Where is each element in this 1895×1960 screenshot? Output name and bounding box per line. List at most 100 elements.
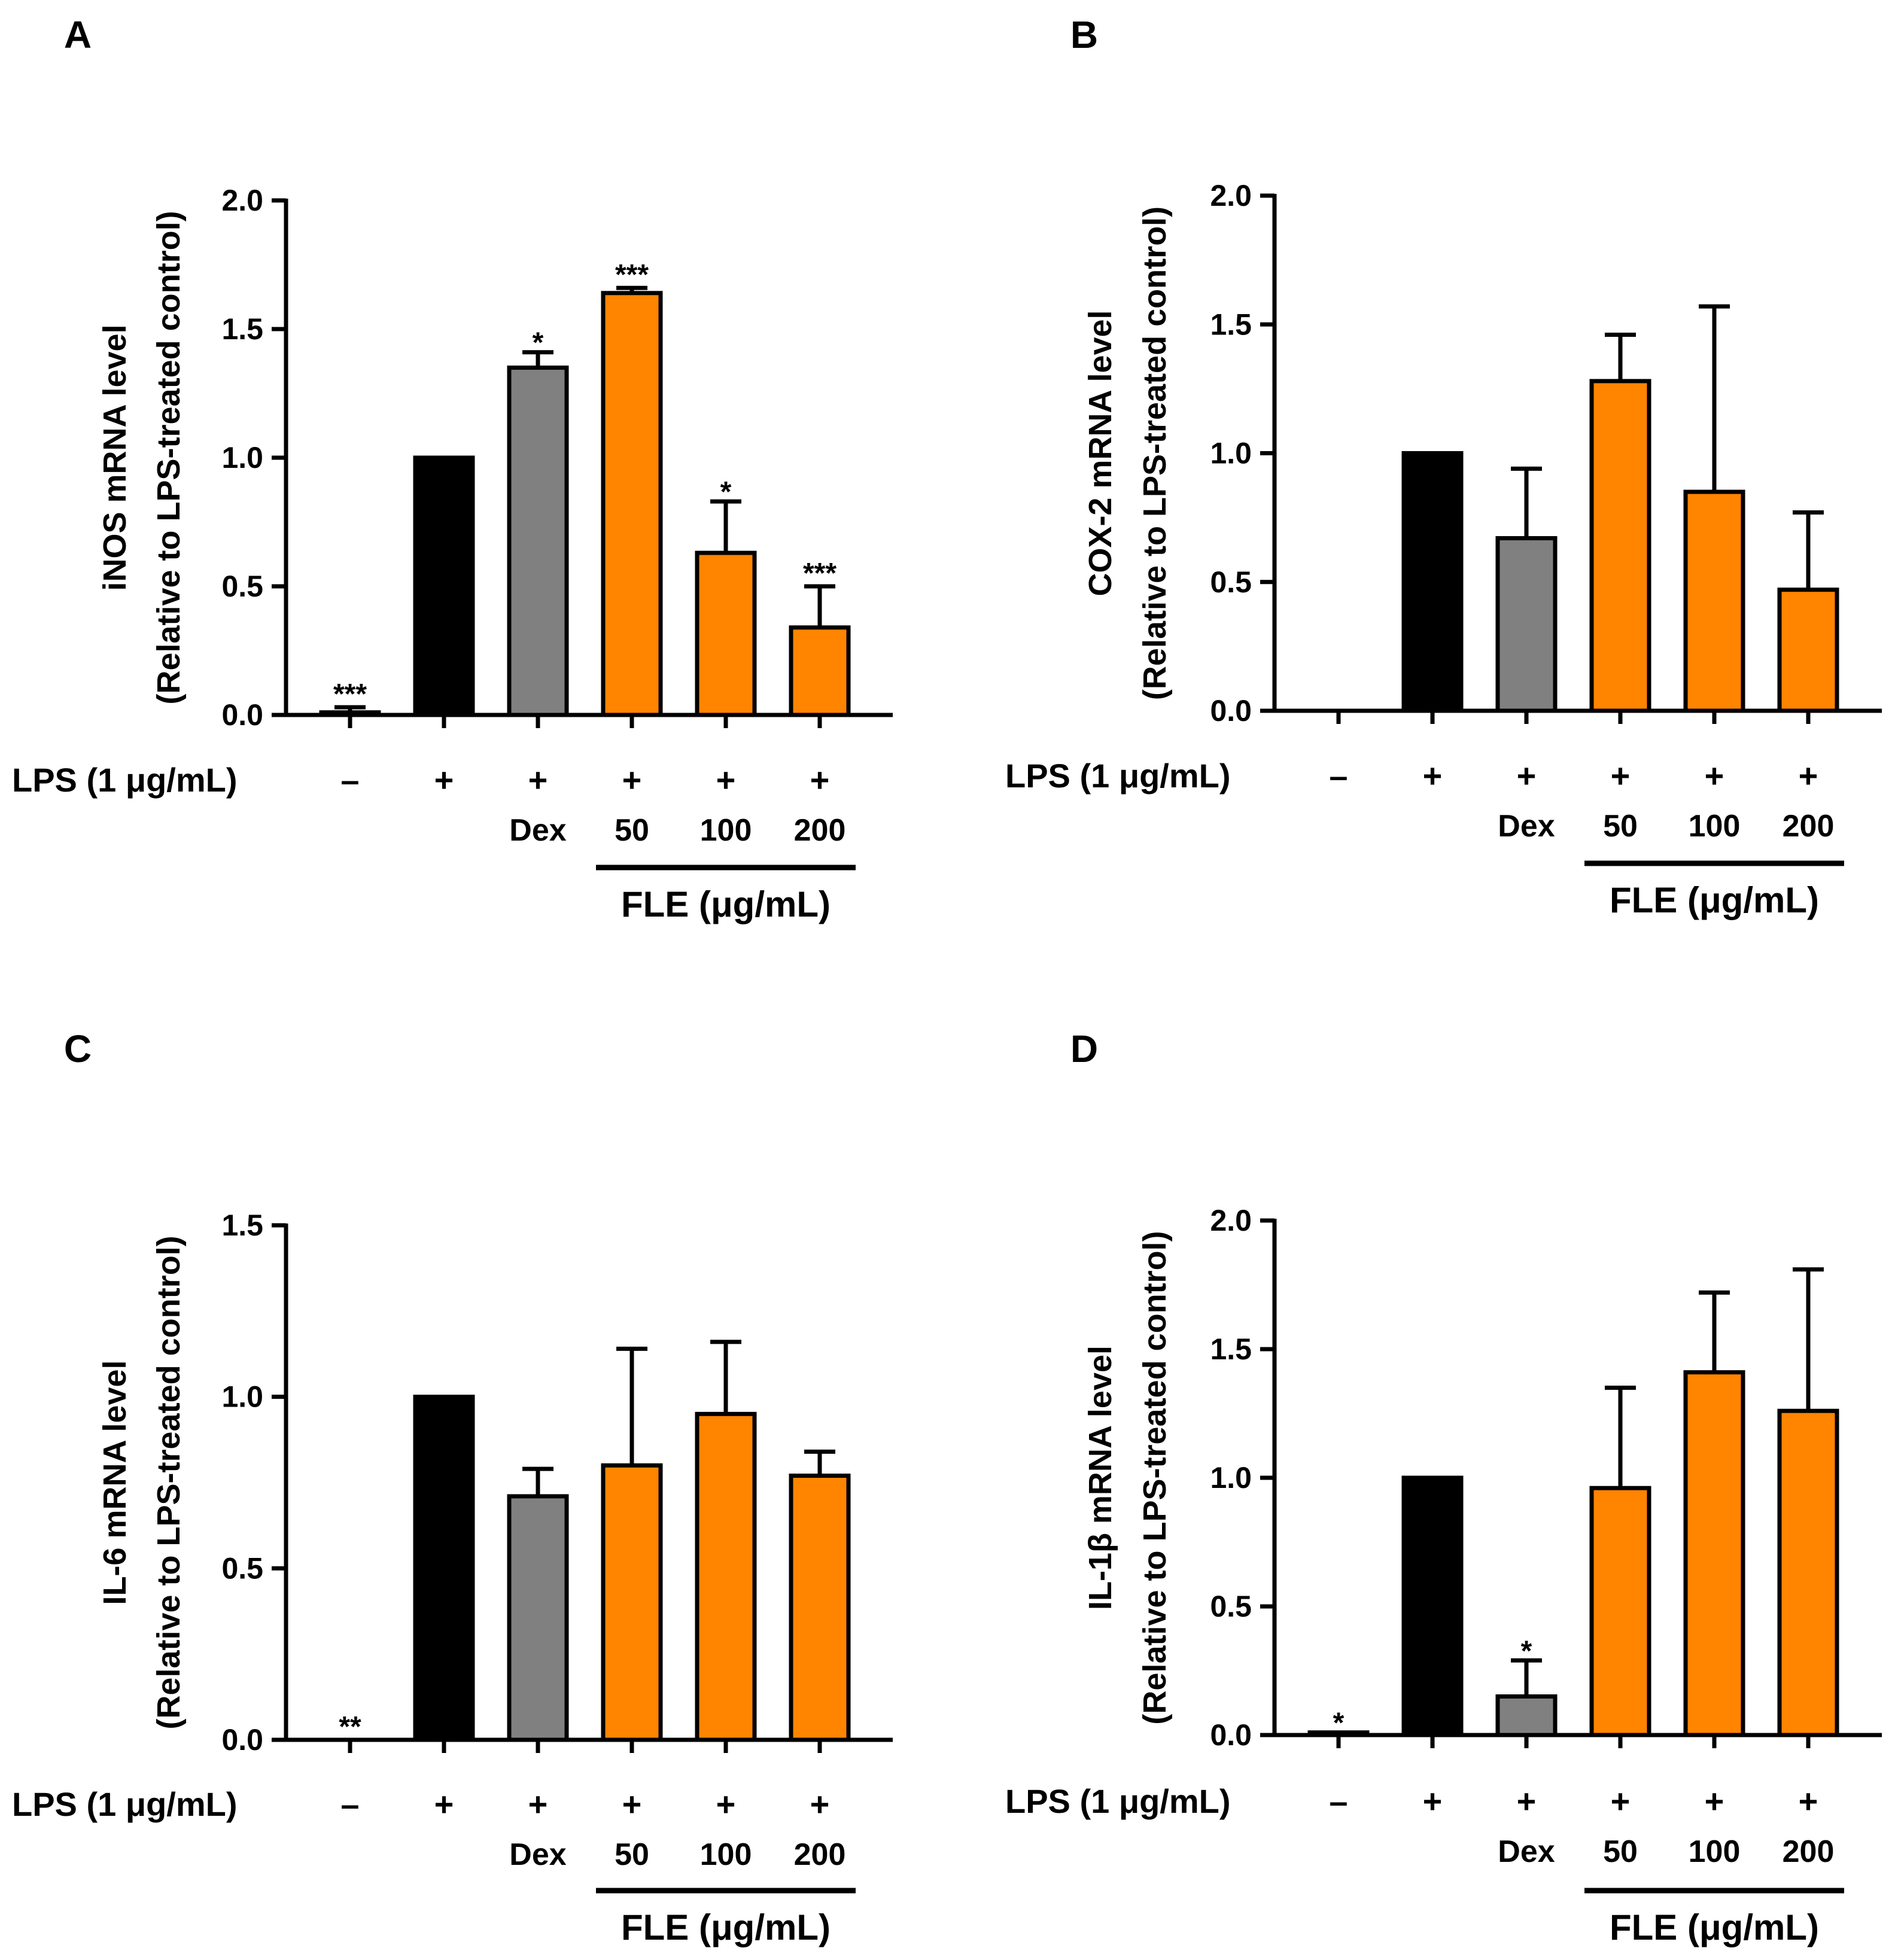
panel-a-lps-sign-1: +	[434, 761, 454, 799]
panel-d-bar-5	[1777, 1408, 1839, 1737]
panel-d-bar-3	[1589, 1486, 1651, 1737]
panel-c-lps-sign-5: +	[810, 1785, 830, 1823]
panel-c-bar-4	[695, 1411, 757, 1742]
panel-d-lps-sign-0: –	[1329, 1782, 1348, 1820]
panel-d-ylabel-line1: IL-1β mRNA level	[1082, 1346, 1118, 1610]
panel-d-lps-sign-2: +	[1517, 1782, 1537, 1820]
panel-a-bar-3	[601, 291, 663, 717]
panel-a-y-tick-label: 0.5	[221, 570, 263, 603]
panel-a-bar-1	[413, 455, 475, 717]
panel-d-y-tick-label: 2.0	[1210, 1204, 1252, 1237]
panel-a-y-tick-label: 1.0	[221, 441, 263, 474]
panel-d-fle-label: FLE (μg/mL)	[1610, 1907, 1819, 1947]
panel-d-group-label-4: 100	[1689, 1834, 1741, 1869]
panel-a-fle-label: FLE (μg/mL)	[621, 884, 831, 924]
panel-b-lps-sign-5: +	[1799, 757, 1818, 795]
panel-c-lps-sign-4: +	[716, 1785, 736, 1823]
panel-b-y-tick-label: 0.0	[1210, 694, 1252, 728]
panel-d-y-tick-label: 1.0	[1210, 1461, 1252, 1495]
panel-b-lps-sign-4: +	[1705, 757, 1724, 795]
panel-a-row-label: LPS (1 μg/mL)	[12, 761, 238, 799]
panel-a-significance-4: *	[720, 476, 732, 508]
panel-a-significance-0: ***	[333, 678, 367, 710]
panel-c-y-tick-label: 1.5	[221, 1209, 263, 1242]
panel-b-fle-label: FLE (μg/mL)	[1610, 880, 1819, 920]
panel-a-significance-5: ***	[803, 558, 837, 589]
panel-c-lps-sign-0: –	[340, 1785, 359, 1823]
panel-c-lps-sign-1: +	[434, 1785, 454, 1823]
panel-d-bar-4	[1683, 1370, 1745, 1737]
panel-c-group-label-5: 200	[794, 1837, 846, 1872]
panel-c-y-tick-label: 0.5	[221, 1551, 263, 1585]
panel-d-bar-2	[1495, 1694, 1558, 1737]
panel-c-ylabel-line2: (Relative to LPS-treated control)	[151, 1235, 187, 1729]
panel-c-bar-1	[413, 1395, 475, 1742]
panel-d-group-label-3: 50	[1603, 1834, 1638, 1869]
panel-a-bar-4	[695, 550, 757, 717]
panel-d-significance-2: *	[1521, 1635, 1532, 1667]
panel-b-bar-3	[1589, 379, 1651, 713]
panel-b-lps-sign-1: +	[1423, 757, 1443, 795]
panel-a-group-label-4: 100	[700, 813, 752, 848]
panel-a-group-label-2: Dex	[509, 813, 566, 848]
panel-c-group-label-2: Dex	[509, 1837, 566, 1872]
panel-c-bar-5	[789, 1474, 851, 1742]
panel-d-lps-sign-1: +	[1423, 1782, 1443, 1820]
panel-b-ylabel-line1: COX-2 mRNA level	[1082, 310, 1118, 596]
panel-a-y-tick-label: 1.5	[221, 312, 263, 346]
panel-a-group-label-5: 200	[794, 813, 846, 848]
panel-d-significance-0: *	[1333, 1708, 1345, 1739]
panel-b-bar-1	[1401, 451, 1464, 713]
panel-d-lps-sign-4: +	[1705, 1782, 1724, 1820]
panel-b-group-label-4: 100	[1689, 809, 1741, 844]
panel-c-fle-label: FLE (μg/mL)	[621, 1907, 831, 1947]
panel-a-ylabel-line2: (Relative to LPS-treated control)	[151, 211, 187, 704]
panel-c-lps-sign-2: +	[528, 1785, 548, 1823]
panel-b-y-tick-label: 1.0	[1210, 437, 1252, 470]
panel-a-lps-sign-3: +	[622, 761, 642, 799]
panel-c-lps-sign-3: +	[622, 1785, 642, 1823]
panel-c-group-label-3: 50	[615, 1837, 649, 1872]
panel-a-bar-2	[507, 366, 569, 717]
panel-b-lps-sign-0: –	[1329, 757, 1348, 795]
panel-b-letter: B	[1070, 13, 1098, 56]
panel-a-lps-sign-2: +	[528, 761, 548, 799]
panel-a-significance-3: ***	[615, 259, 649, 291]
panel-c-bar-2	[507, 1494, 569, 1742]
panel-b-y-tick-label: 2.0	[1210, 179, 1252, 212]
panel-b-group-label-5: 200	[1783, 809, 1835, 844]
panel-b-ylabel-line2: (Relative to LPS-treated control)	[1137, 206, 1173, 700]
panel-a-group-label-3: 50	[615, 813, 649, 848]
panel-d-group-label-5: 200	[1783, 1834, 1835, 1869]
panel-c-ylabel-line1: IL-6 mRNA level	[97, 1360, 133, 1605]
panel-d: D IL-1β mRNA level (Relative to LPS-treate…	[1005, 1027, 1882, 1947]
panel-b-y-tick-label: 1.5	[1210, 308, 1252, 341]
panel-b-lps-sign-3: +	[1611, 757, 1631, 795]
panel-c-row-label: LPS (1 μg/mL)	[12, 1785, 238, 1823]
panel-a-ylabel-line1: iNOS mRNA level	[97, 324, 133, 591]
panel-d-group-label-2: Dex	[1498, 1834, 1555, 1869]
panel-d-row-label: LPS (1 μg/mL)	[1005, 1782, 1231, 1820]
panel-c-group-label-4: 100	[700, 1837, 752, 1872]
panel-a-lps-sign-5: +	[810, 761, 830, 799]
panel-a-y-tick-label: 2.0	[221, 184, 263, 217]
panel-b-group-label-2: Dex	[1498, 809, 1555, 844]
panel-a-lps-sign-0: –	[340, 761, 359, 799]
panel-a-significance-2: *	[533, 327, 544, 359]
panel-c-letter: C	[64, 1027, 92, 1070]
panel-b-lps-sign-2: +	[1517, 757, 1537, 795]
panel-b-bar-5	[1777, 588, 1839, 713]
panel-b-y-tick-label: 0.5	[1210, 565, 1252, 599]
panel-a-lps-sign-4: +	[716, 761, 736, 799]
panel-c: C IL-6 mRNA level (Relative to LPS-treated…	[12, 1027, 893, 1947]
panel-d-y-tick-label: 0.0	[1210, 1718, 1252, 1752]
panel-a-letter: A	[64, 13, 92, 56]
panel-b-bar-4	[1683, 489, 1745, 713]
panel-d-lps-sign-3: +	[1611, 1782, 1631, 1820]
panel-d-bar-1	[1401, 1475, 1464, 1737]
panel-b-row-label: LPS (1 μg/mL)	[1005, 757, 1231, 795]
panel-c-significance-0: **	[339, 1711, 361, 1743]
panel-b-bar-2	[1495, 536, 1558, 713]
